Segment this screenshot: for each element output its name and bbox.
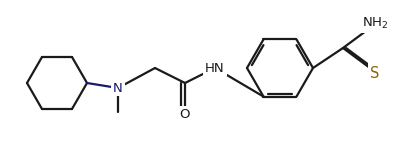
Text: O: O [179, 108, 190, 120]
Text: N: N [113, 81, 123, 94]
Text: S: S [369, 66, 379, 81]
Text: NH$_2$: NH$_2$ [361, 15, 387, 31]
Text: HN: HN [205, 61, 224, 75]
